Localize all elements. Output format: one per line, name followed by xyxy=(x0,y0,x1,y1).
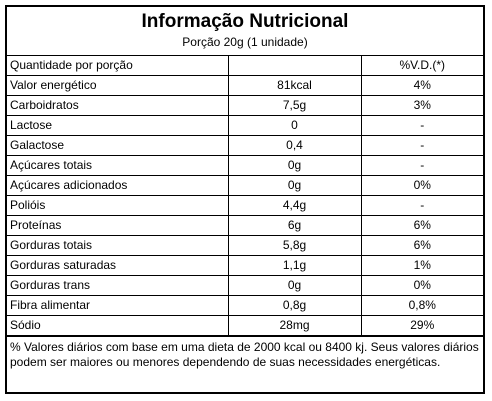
nutrient-name: Proteínas xyxy=(7,215,229,236)
nutrient-name: Açúcares adicionados xyxy=(7,175,229,196)
nutrient-name: Açúcares totais xyxy=(7,155,229,176)
nutrient-daily-value: 0,8% xyxy=(360,295,483,316)
nutrient-amount: 0g xyxy=(227,175,362,196)
column-header-vd: %V.D.(*) xyxy=(360,55,483,76)
nutrient-amount: 0g xyxy=(227,275,362,296)
nutrient-amount: 0 xyxy=(227,115,362,136)
table-row: Açúcares totais 0g - xyxy=(7,155,483,176)
nutrition-header: Informação Nutricional Porção 20g (1 uni… xyxy=(7,7,483,55)
nutrient-amount: 7,5g xyxy=(227,95,362,116)
nutrition-facts-panel: Informação Nutricional Porção 20g (1 uni… xyxy=(5,5,485,394)
nutrient-name: Sódio xyxy=(7,315,229,336)
nutrient-amount: 81kcal xyxy=(227,75,362,96)
nutrient-name: Galactose xyxy=(7,135,229,156)
table-row: Lactose 0- xyxy=(7,115,483,136)
table-row: Sódio 28mg 29% xyxy=(7,315,483,336)
column-header-portion: Quantidade por porção xyxy=(7,55,229,76)
nutrition-title: Informação Nutricional xyxy=(141,11,349,32)
nutrient-amount: 1,1g xyxy=(227,255,362,276)
nutrient-amount: 5,8g xyxy=(227,235,362,256)
nutrition-table: Quantidade por porção %V.D.(*) Valor ene… xyxy=(7,55,483,336)
nutrient-daily-value: 3% xyxy=(360,95,483,116)
nutrient-daily-value: 6% xyxy=(360,215,483,236)
table-row: Gorduras trans 0g 0% xyxy=(7,275,483,296)
nutrient-amount: 28mg xyxy=(227,315,362,336)
nutrient-name: Carboidratos xyxy=(7,95,229,116)
nutrient-name: Gorduras totais xyxy=(7,235,229,256)
nutrient-amount: 4,4g xyxy=(227,195,362,216)
table-row: Proteínas 6g 6% xyxy=(7,215,483,236)
nutrient-amount: 0,4 xyxy=(227,135,362,156)
table-row: Polióis 4,4g - xyxy=(7,195,483,216)
serving-size: Porção 20g (1 unidade) xyxy=(182,35,308,49)
nutrient-name: Gorduras trans xyxy=(7,275,229,296)
daily-value-footnote: % Valores diários com base em uma dieta … xyxy=(7,336,483,370)
nutrient-amount: 0g xyxy=(227,155,362,176)
nutrient-amount: 6g xyxy=(227,215,362,236)
table-row: Galactose 0,4- xyxy=(7,135,483,156)
nutrient-daily-value: 0% xyxy=(360,175,483,196)
nutrient-amount: 0,8g xyxy=(227,295,362,316)
nutrient-rows: Valor energético 81kcal 4% Carboidratos 7,5g… xyxy=(7,75,483,336)
table-row: Valor energético 81kcal 4% xyxy=(7,75,483,96)
nutrient-daily-value: - xyxy=(360,135,483,156)
nutrient-name: Lactose xyxy=(7,115,229,136)
nutrient-daily-value: 1% xyxy=(360,255,483,276)
nutrient-daily-value: 6% xyxy=(360,235,483,256)
nutrient-daily-value: 0% xyxy=(360,275,483,296)
column-header-amount xyxy=(227,55,362,76)
table-row: Carboidratos 7,5g 3% xyxy=(7,95,483,116)
nutrient-name: Fibra alimentar xyxy=(7,295,229,316)
table-row: Açúcares adicionados 0g 0% xyxy=(7,175,483,196)
table-header-row: Quantidade por porção %V.D.(*) xyxy=(7,55,483,76)
nutrient-daily-value: - xyxy=(360,195,483,216)
nutrient-daily-value: 4% xyxy=(360,75,483,96)
table-row: Fibra alimentar 0,8g 0,8% xyxy=(7,295,483,316)
nutrient-daily-value: - xyxy=(360,115,483,136)
nutrient-daily-value: 29% xyxy=(360,315,483,336)
table-row: Gorduras totais 5,8g 6% xyxy=(7,235,483,256)
nutrient-name: Polióis xyxy=(7,195,229,216)
nutrient-name: Gorduras saturadas xyxy=(7,255,229,276)
table-row: Gorduras saturadas 1,1g 1% xyxy=(7,255,483,276)
nutrient-daily-value: - xyxy=(360,155,483,176)
nutrient-name: Valor energético xyxy=(7,75,229,96)
